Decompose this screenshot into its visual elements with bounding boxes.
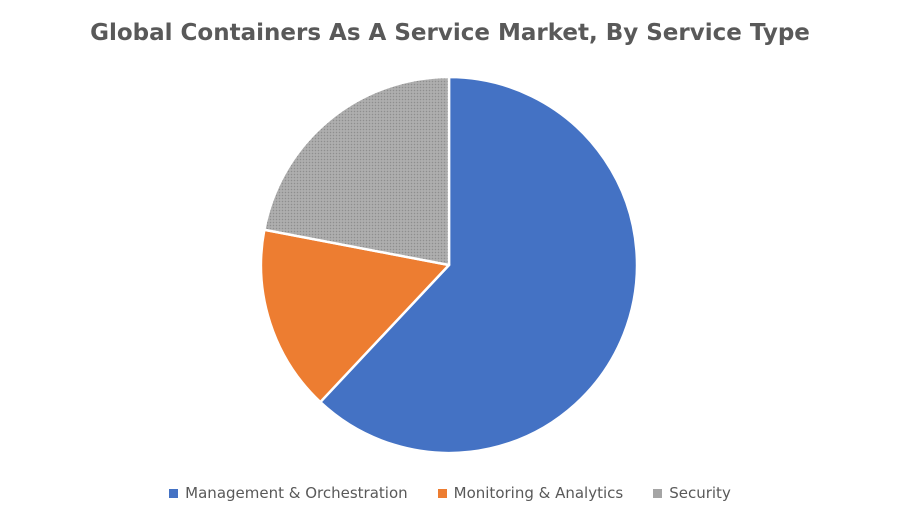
legend-item-security: Security xyxy=(653,484,731,502)
legend-item-management: Management & Orchestration xyxy=(169,484,408,502)
pie-slice-security xyxy=(263,75,451,267)
legend-swatch-monitoring xyxy=(437,488,447,498)
legend-item-monitoring: Monitoring & Analytics xyxy=(437,484,624,502)
pie-slice-management xyxy=(319,75,639,455)
legend-label-security: Security xyxy=(669,484,731,502)
legend-swatch-management xyxy=(169,488,179,498)
pie-slices xyxy=(259,75,639,455)
legend-label-management: Management & Orchestration xyxy=(185,484,408,502)
legend: Management & Orchestration Monitoring & … xyxy=(0,484,900,502)
chart-title: Global Containers As A Service Market, B… xyxy=(90,20,810,46)
legend-swatch-security xyxy=(653,488,663,498)
legend-label-monitoring: Monitoring & Analytics xyxy=(453,484,624,502)
pie-slice-monitoring xyxy=(259,228,451,404)
